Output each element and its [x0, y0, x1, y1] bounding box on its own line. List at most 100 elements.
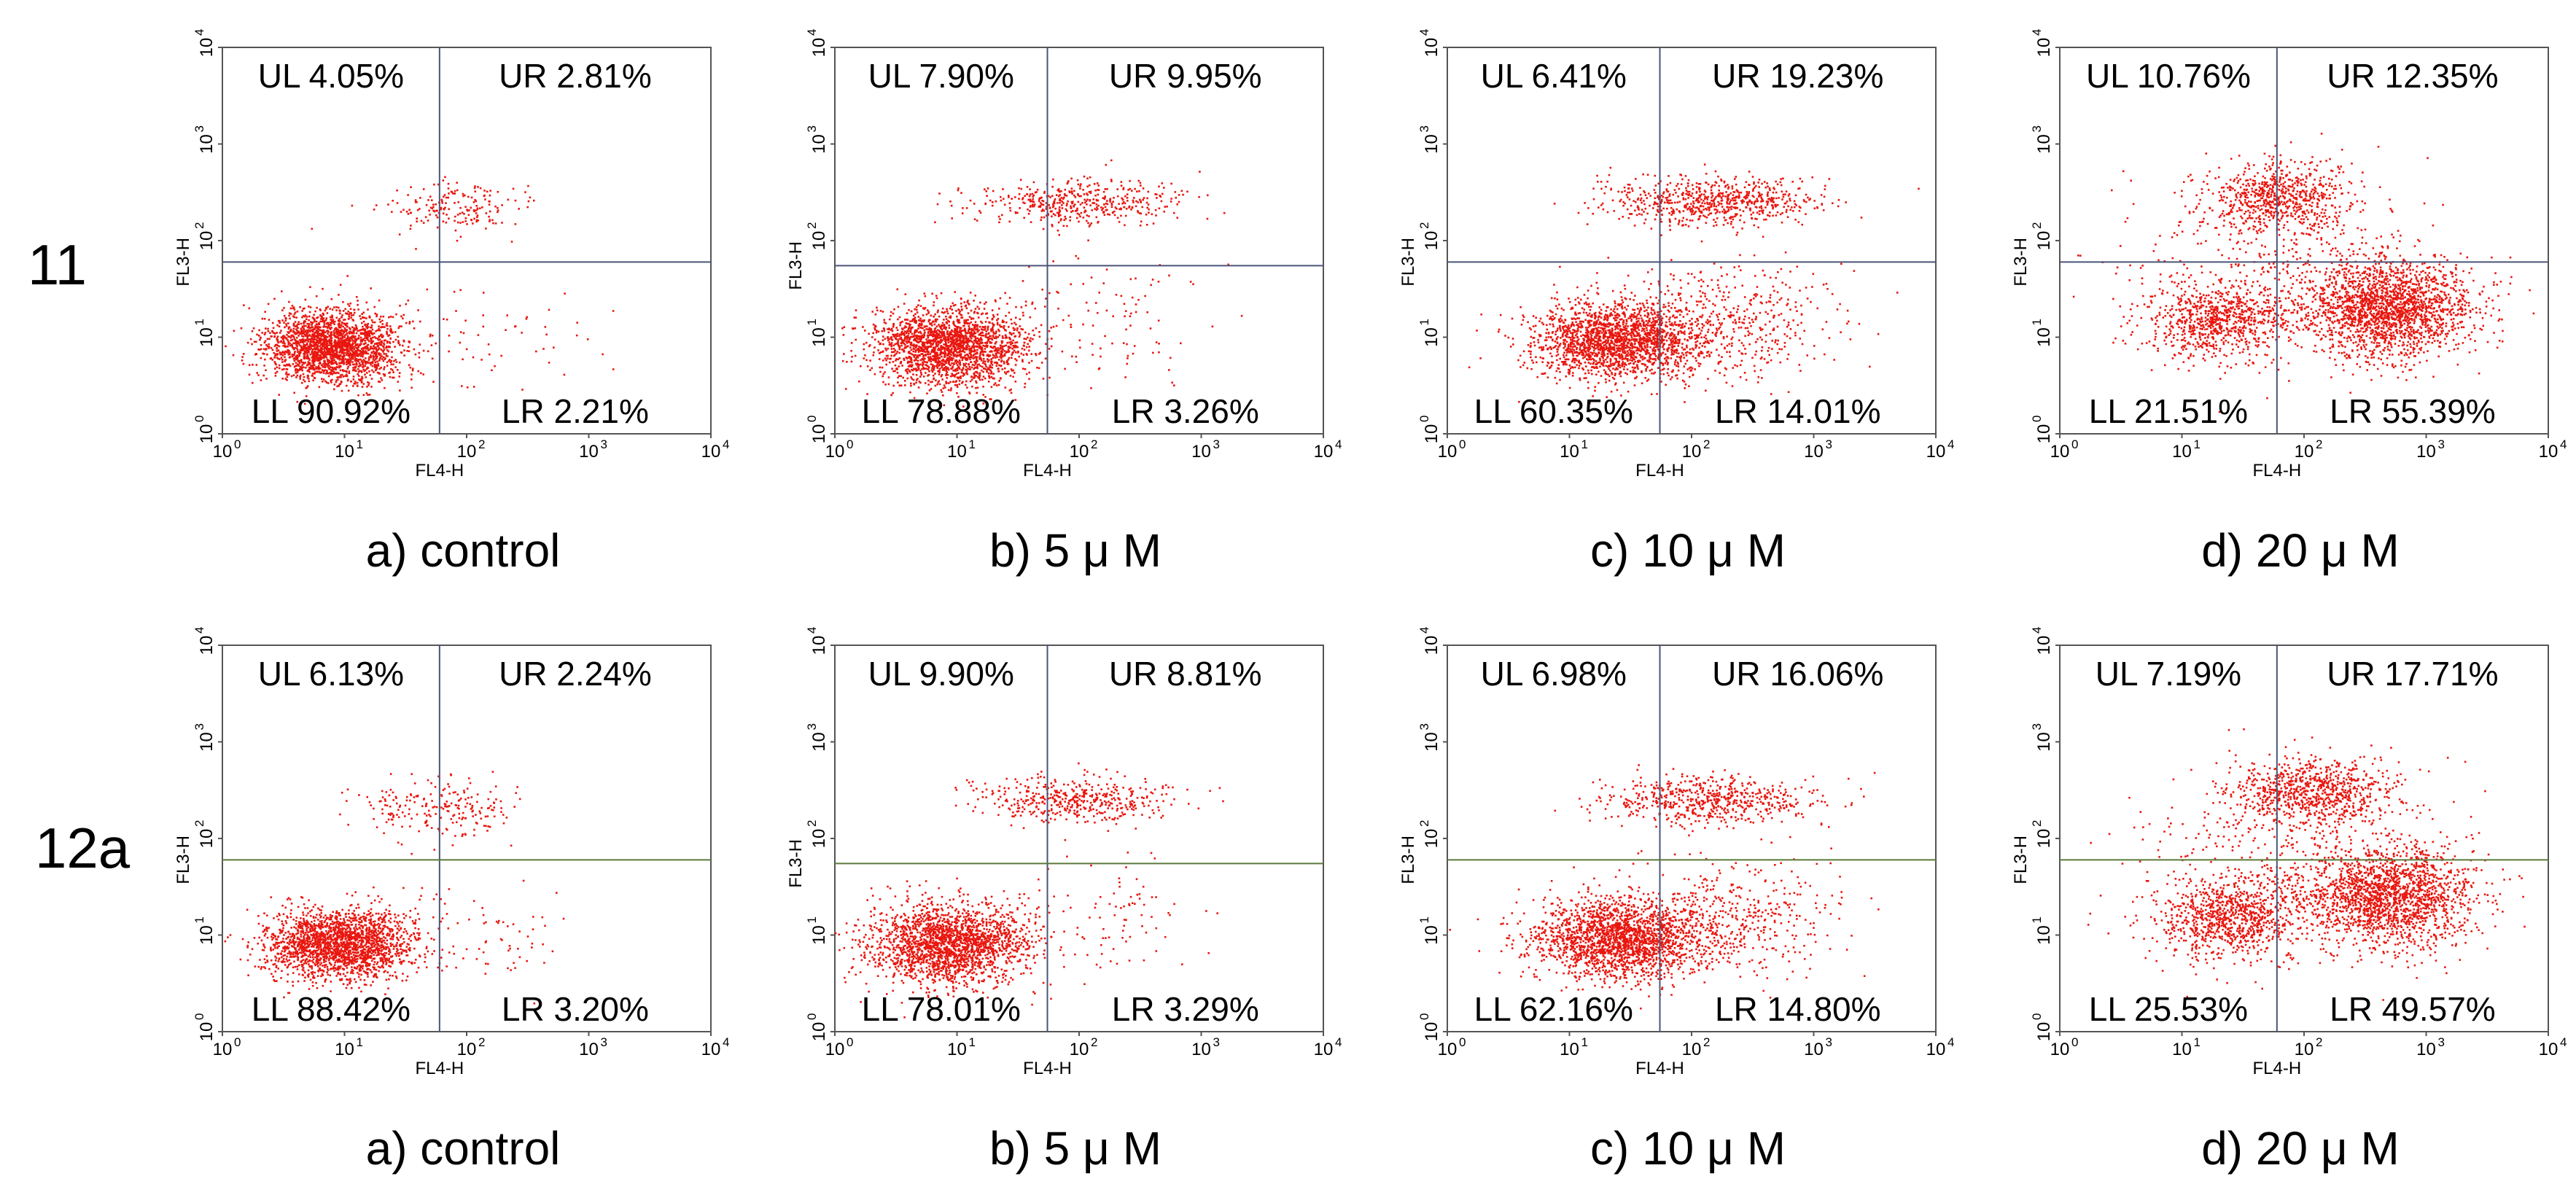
event-dot	[325, 317, 328, 319]
event-dot	[390, 363, 392, 366]
event-dot	[1025, 338, 1027, 340]
event-dot	[913, 345, 915, 348]
event-dot	[930, 351, 933, 354]
event-dot	[1126, 193, 1129, 195]
event-dot	[472, 386, 475, 388]
event-dot	[311, 335, 314, 338]
event-dot	[369, 362, 371, 364]
event-dot	[930, 324, 933, 327]
event-dot	[1046, 214, 1048, 217]
event-dot	[976, 370, 978, 373]
event-dot	[332, 334, 335, 336]
event-dot	[959, 349, 962, 351]
event-dot	[1140, 212, 1142, 215]
event-dot	[990, 338, 993, 340]
event-dot	[1047, 214, 1049, 216]
event-dot	[255, 364, 258, 366]
event-dot	[535, 350, 537, 353]
event-dot	[341, 345, 343, 347]
event-dot	[974, 336, 976, 338]
event-dot	[316, 341, 319, 344]
event-dot	[994, 357, 997, 359]
event-dot	[365, 372, 368, 374]
event-dot	[331, 359, 334, 362]
event-dot	[1058, 190, 1061, 193]
event-dot	[461, 211, 464, 214]
event-dot	[442, 212, 445, 215]
event-dot	[429, 214, 431, 216]
event-dot	[944, 336, 947, 339]
event-dot	[958, 367, 961, 370]
event-dot	[291, 344, 293, 346]
event-dot	[1029, 210, 1031, 212]
event-dot	[942, 394, 944, 397]
event-dot	[1022, 359, 1024, 361]
event-dot	[348, 317, 350, 320]
event-dot	[333, 367, 335, 369]
event-dot	[943, 369, 946, 371]
event-dot	[962, 347, 965, 349]
event-dot	[913, 359, 916, 362]
event-dot	[911, 378, 914, 380]
y-tick-label: 10	[197, 424, 217, 444]
event-dot	[322, 334, 324, 336]
event-dot	[910, 376, 912, 378]
event-dot	[387, 350, 390, 353]
event-dot	[923, 361, 926, 363]
event-dot	[1052, 213, 1055, 215]
event-dot	[330, 327, 332, 329]
event-dot	[1128, 205, 1131, 208]
event-dot	[1082, 189, 1084, 191]
event-dot	[990, 398, 992, 400]
event-dot	[1051, 225, 1054, 227]
event-dot	[259, 338, 261, 341]
event-dot	[1102, 211, 1105, 213]
event-dot	[414, 199, 417, 201]
event-dot	[338, 334, 341, 336]
event-dot	[1026, 186, 1029, 188]
event-dot	[287, 353, 290, 356]
event-dot	[289, 351, 291, 354]
event-dot	[947, 319, 949, 322]
event-dot	[349, 360, 351, 362]
event-dot	[482, 292, 485, 294]
event-dot	[898, 348, 900, 351]
event-dot	[979, 378, 981, 381]
event-dot	[952, 312, 954, 314]
event-dot	[371, 365, 374, 367]
event-dot	[1089, 200, 1091, 202]
event-dot	[514, 223, 517, 225]
event-dot	[938, 341, 941, 344]
event-dot	[924, 357, 926, 360]
event-dot	[304, 298, 307, 301]
event-dot	[299, 349, 302, 351]
event-dot	[987, 344, 989, 347]
event-dot	[365, 392, 368, 394]
event-dot	[894, 343, 897, 346]
event-dot	[308, 329, 310, 332]
event-dot	[935, 353, 937, 356]
event-dot	[935, 334, 938, 336]
event-dot	[963, 373, 965, 375]
event-dot	[331, 308, 334, 311]
event-dot	[1051, 210, 1053, 212]
event-dot	[981, 362, 984, 365]
event-dot	[431, 199, 433, 201]
event-dot	[945, 374, 947, 377]
event-dot	[349, 364, 351, 367]
event-dot	[330, 373, 332, 375]
event-dot	[350, 380, 352, 383]
event-dot	[987, 360, 989, 362]
event-dot	[327, 332, 329, 335]
event-dot	[276, 340, 279, 342]
event-dot	[1030, 200, 1033, 203]
event-dot	[309, 362, 311, 365]
event-dot	[317, 357, 319, 359]
event-dot	[1016, 359, 1018, 362]
event-dot	[435, 209, 437, 212]
event-dot	[1086, 214, 1089, 217]
event-dot	[956, 319, 959, 322]
event-dot	[925, 354, 927, 356]
event-dot	[303, 378, 305, 381]
event-dot	[985, 313, 987, 315]
